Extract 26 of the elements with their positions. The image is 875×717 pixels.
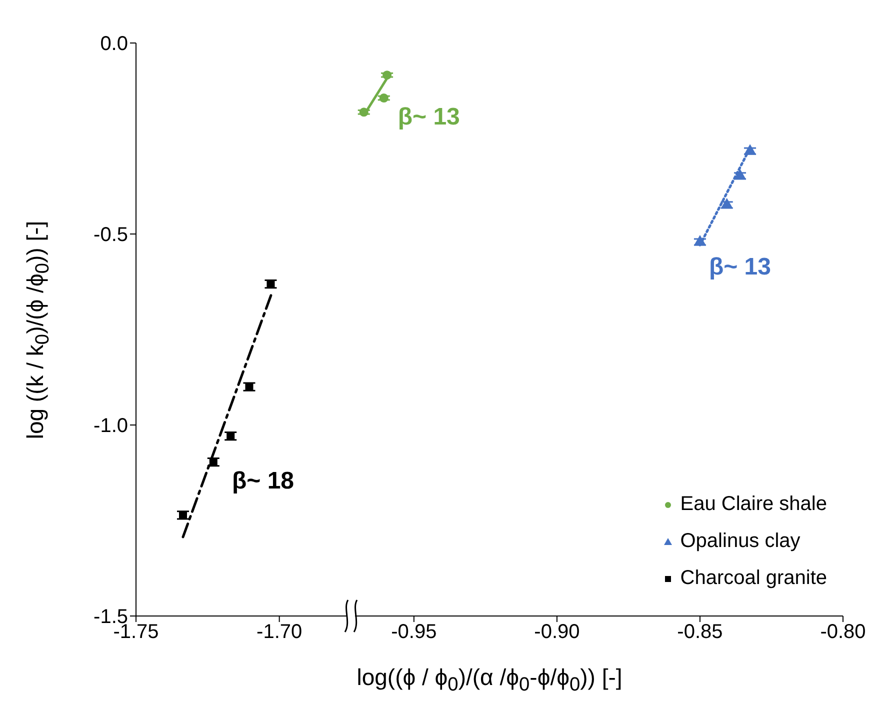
point [179, 511, 188, 520]
point [382, 70, 392, 80]
annotation: β~ 13 [398, 103, 460, 130]
point [226, 432, 235, 440]
x-tick-label: -0.95 [391, 621, 437, 644]
x-axis-title: log((ϕ / ϕ$_{0}$)/(α /ϕ$_{0}$-ϕ/ϕ$_{0}$)) [-] [356, 664, 624, 697]
point [720, 198, 733, 208]
text: Charcoal granite [680, 567, 827, 589]
legend-label: Opalinus clay [680, 530, 800, 553]
point [744, 144, 756, 155]
y-tick-label: -0.5 [94, 224, 128, 246]
point [245, 382, 254, 391]
x-tick-label: -0.90 [534, 621, 580, 644]
x-tick-label: -0.85 [677, 621, 723, 644]
x-tick-label: -0.80 [820, 621, 866, 644]
point [266, 280, 275, 288]
legend-label: Eau Claire shale [680, 493, 827, 516]
point [359, 108, 368, 117]
point [209, 458, 218, 466]
y-tick-label: 0.0 [100, 33, 128, 56]
point [379, 94, 388, 103]
annotation: β~ 13 [708, 253, 772, 280]
y-tick-label: -1.0 [94, 415, 128, 438]
x-tick-label: -1.70 [256, 621, 302, 644]
point [694, 235, 706, 246]
annotation: β~ 18 [232, 467, 294, 494]
